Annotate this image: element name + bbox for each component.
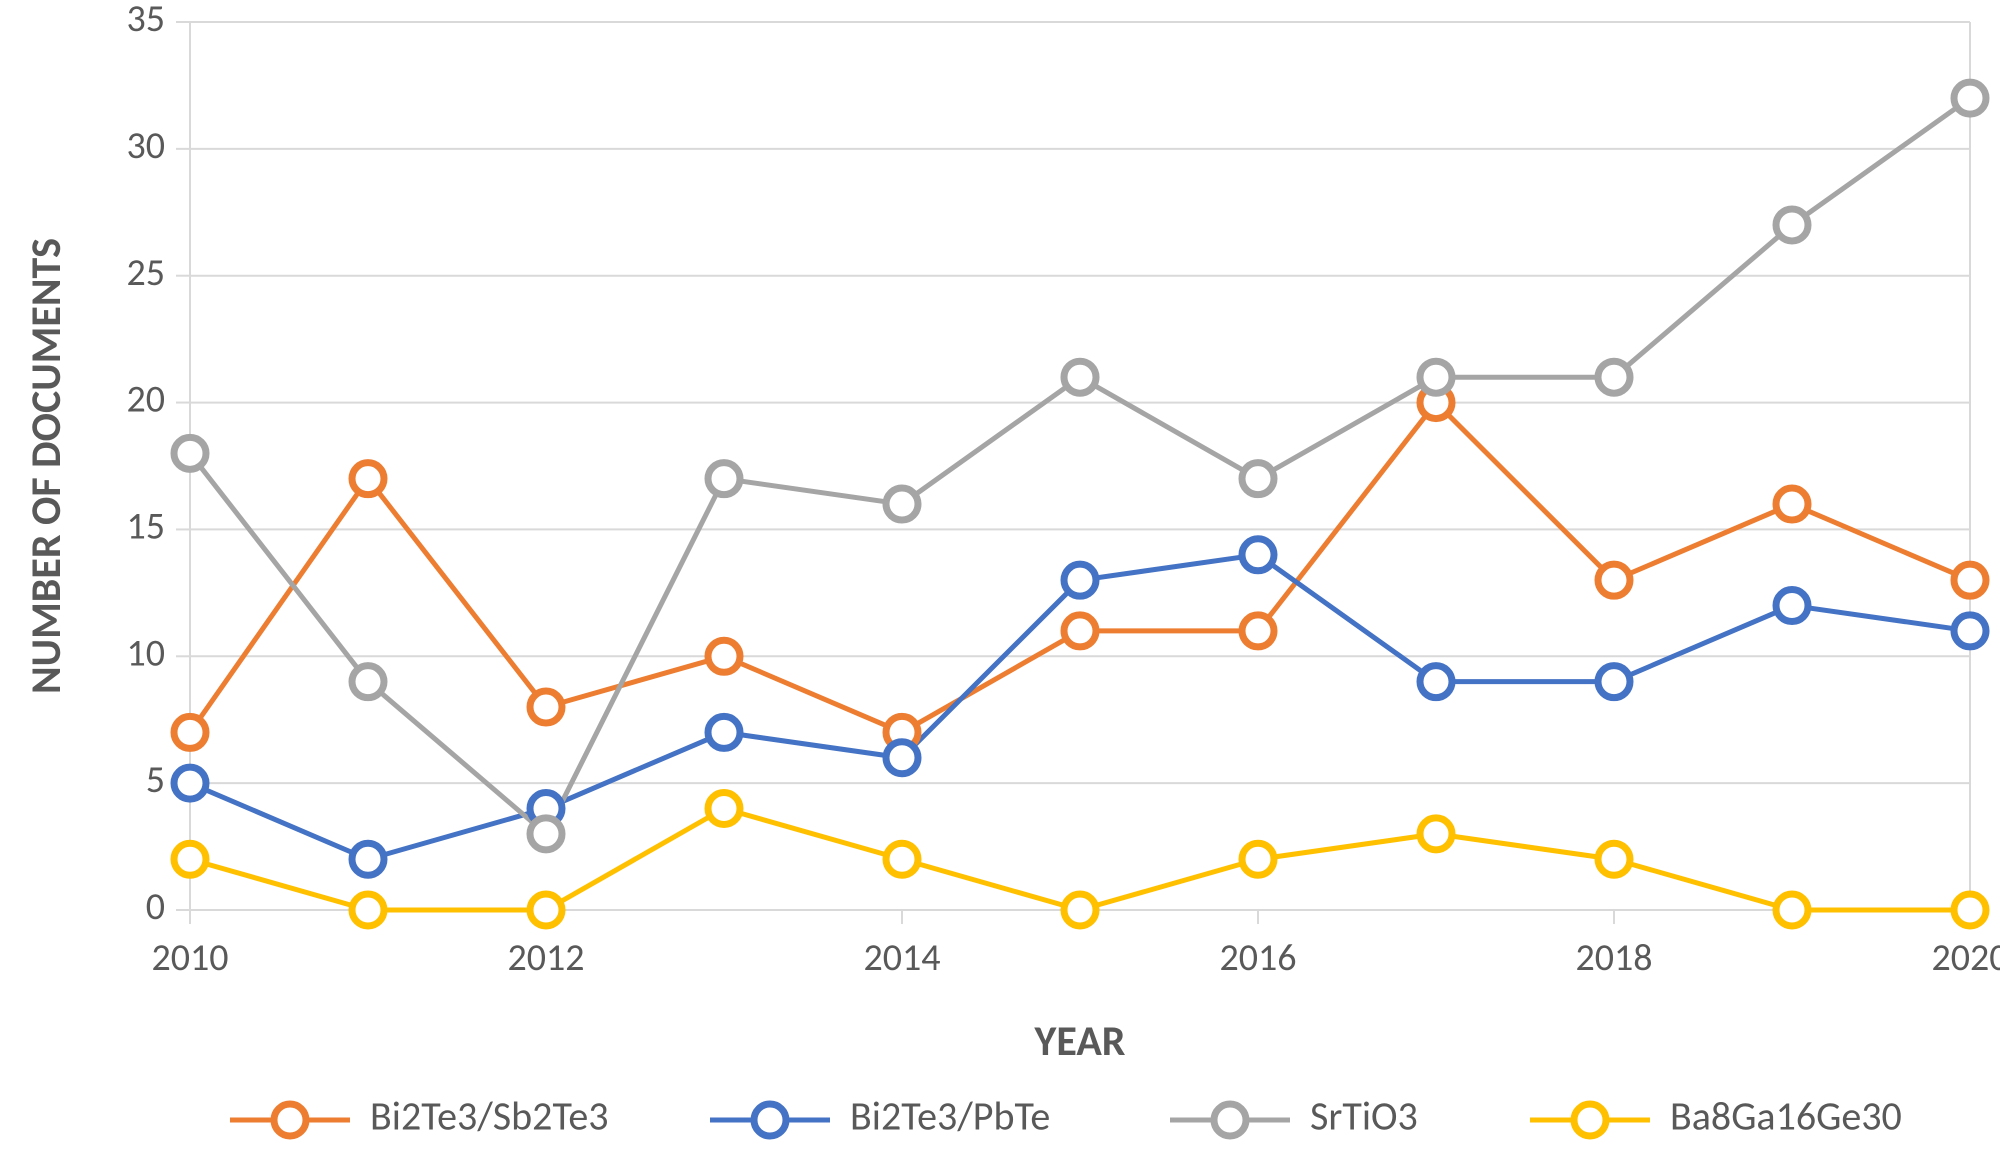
- series-marker: [886, 488, 918, 520]
- series-marker: [1064, 615, 1096, 647]
- y-tick-label: 35: [126, 0, 165, 42]
- series-marker: [886, 742, 918, 774]
- series-marker: [1064, 564, 1096, 596]
- series-marker: [1598, 564, 1630, 596]
- series-marker: [708, 640, 740, 672]
- series-marker: [1242, 615, 1274, 647]
- series-marker: [1420, 666, 1452, 698]
- legend-label: Bi2Te3/PbTe: [850, 1092, 1050, 1141]
- series-marker: [708, 793, 740, 825]
- series-marker: [1242, 463, 1274, 495]
- series-marker: [1776, 894, 1808, 926]
- y-tick-label: 5: [146, 757, 165, 803]
- x-tick-label: 2016: [1219, 935, 1296, 981]
- series-marker: [1420, 361, 1452, 393]
- series-marker: [1598, 666, 1630, 698]
- series-marker: [1954, 564, 1986, 596]
- series-marker: [708, 463, 740, 495]
- series-marker: [530, 894, 562, 926]
- series-marker: [1598, 361, 1630, 393]
- series-line: [190, 555, 1970, 859]
- legend-label: Bi2Te3/Sb2Te3: [370, 1092, 609, 1141]
- series-marker: [1064, 361, 1096, 393]
- y-tick-label: 15: [126, 504, 165, 550]
- x-tick-label: 2010: [151, 935, 228, 981]
- series-marker: [1776, 209, 1808, 241]
- x-tick-label: 2012: [507, 935, 584, 981]
- series-marker: [1064, 894, 1096, 926]
- series-marker: [352, 894, 384, 926]
- series-marker: [886, 843, 918, 875]
- series-marker: [1776, 488, 1808, 520]
- series-marker: [1954, 615, 1986, 647]
- series-line: [190, 98, 1970, 834]
- series-marker: [530, 691, 562, 723]
- y-tick-label: 0: [146, 884, 165, 930]
- x-tick-label: 2020: [1931, 935, 2000, 981]
- x-tick-label: 2018: [1575, 935, 1652, 981]
- series-marker: [174, 843, 206, 875]
- series-marker: [708, 716, 740, 748]
- line-chart: 0 5 10 15 20 25 30 35 2010 2012 2014 2016 2018 2020 NU…: [0, 0, 2000, 1171]
- series-marker: [174, 767, 206, 799]
- series-marker: [352, 666, 384, 698]
- series-marker: [530, 818, 562, 850]
- legend-swatch-marker: [274, 1104, 306, 1136]
- y-tick-label: 20: [126, 377, 165, 423]
- series-marker: [352, 463, 384, 495]
- legend-swatch-marker: [1574, 1104, 1606, 1136]
- y-axis-title: NUMBER OF DOCUMENTS: [21, 238, 72, 694]
- series-marker: [1242, 843, 1274, 875]
- series-marker: [1420, 818, 1452, 850]
- y-tick-label: 30: [126, 123, 165, 169]
- series-marker: [1598, 843, 1630, 875]
- series-marker: [352, 843, 384, 875]
- y-tick-label: 25: [126, 250, 165, 296]
- legend-label: Ba8Ga16Ge30: [1670, 1092, 1902, 1141]
- series-marker: [1776, 590, 1808, 622]
- chart-container: 0 5 10 15 20 25 30 35 2010 2012 2014 2016 2018 2020 NU…: [0, 0, 2000, 1171]
- series-marker: [1954, 894, 1986, 926]
- legend-label: SrTiO3: [1310, 1092, 1418, 1141]
- series-marker: [174, 437, 206, 469]
- x-axis-title: YEAR: [1034, 1016, 1126, 1067]
- x-tick-label: 2014: [863, 935, 940, 981]
- legend-swatch-marker: [754, 1104, 786, 1136]
- series-marker: [1242, 539, 1274, 571]
- y-tick-label: 10: [126, 630, 165, 676]
- legend-swatch-marker: [1214, 1104, 1246, 1136]
- series-marker: [174, 716, 206, 748]
- series-marker: [1954, 82, 1986, 114]
